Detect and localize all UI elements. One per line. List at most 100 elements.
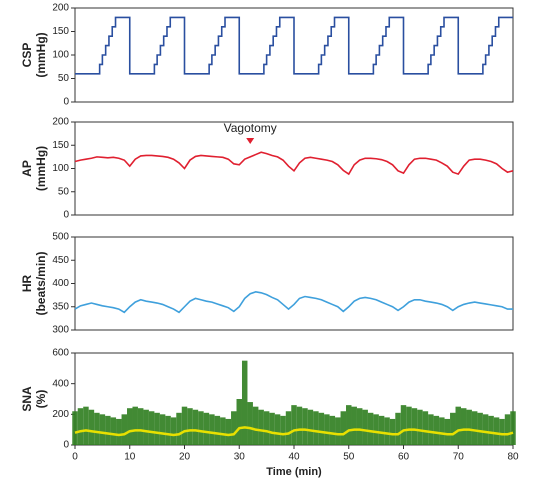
area-bar xyxy=(335,417,341,445)
area-bar xyxy=(329,415,336,445)
x-tick-label: 70 xyxy=(453,452,465,463)
area-bar xyxy=(99,414,106,445)
y-tick-label: 0 xyxy=(63,440,69,451)
area-bar xyxy=(258,409,264,445)
y-tick-label: 150 xyxy=(52,26,69,37)
area-bar xyxy=(493,417,500,445)
area-bar xyxy=(269,412,275,445)
area-bar xyxy=(143,409,149,445)
area-bar xyxy=(137,408,144,445)
y-tick-label: 400 xyxy=(52,378,69,389)
y-tick-label: 400 xyxy=(52,278,69,289)
area-bar xyxy=(504,414,511,445)
area-bar xyxy=(105,415,111,445)
y-tick-label: 100 xyxy=(52,163,69,174)
y-tick-label: 50 xyxy=(58,186,70,197)
area-bar xyxy=(231,411,237,445)
y-axis-label: CSP xyxy=(20,43,34,68)
area-bar xyxy=(406,406,412,445)
area-bar xyxy=(389,418,396,445)
area-bar xyxy=(439,417,445,445)
area-bar xyxy=(411,408,418,445)
area-bar xyxy=(460,408,467,445)
y-axis-label: HR xyxy=(20,275,34,293)
x-tick-label: 80 xyxy=(507,452,519,463)
area-bar xyxy=(241,360,248,445)
y-axis-label: (mmHg) xyxy=(34,146,48,191)
area-bar xyxy=(346,405,352,445)
x-tick-label: 30 xyxy=(234,452,246,463)
area-bar xyxy=(159,414,166,445)
x-tick-label: 60 xyxy=(398,452,410,463)
area-bar xyxy=(400,405,407,445)
area-bar xyxy=(110,417,117,445)
annotation: Vagotomy xyxy=(224,121,277,135)
area-bar xyxy=(72,411,78,445)
y-tick-label: 50 xyxy=(58,73,70,84)
y-tick-label: 200 xyxy=(52,117,69,128)
area-bar xyxy=(198,411,204,445)
x-tick-label: 10 xyxy=(124,452,136,463)
area-bar xyxy=(471,411,478,445)
y-axis-label: AP xyxy=(20,160,34,177)
area-bar xyxy=(499,418,505,445)
area-bar xyxy=(466,409,472,445)
area-bar xyxy=(148,411,155,445)
y-tick-label: 100 xyxy=(52,50,69,61)
area-bar xyxy=(417,409,423,445)
panel-frame xyxy=(74,236,514,331)
y-tick-label: 350 xyxy=(52,301,69,312)
area-bar xyxy=(477,412,483,445)
y-tick-label: 200 xyxy=(52,3,69,14)
area-bar xyxy=(422,411,429,445)
area-bar xyxy=(291,405,297,445)
area-bar xyxy=(450,412,456,445)
area-bar xyxy=(444,418,451,445)
area-bar xyxy=(192,409,199,445)
y-tick-label: 0 xyxy=(63,210,69,221)
y-tick-label: 150 xyxy=(52,140,69,151)
area-bar xyxy=(356,408,363,445)
area-bar xyxy=(127,408,133,445)
y-tick-label: 600 xyxy=(52,348,69,359)
series-line xyxy=(74,291,513,314)
area-bar xyxy=(176,412,182,445)
area-bar xyxy=(209,414,215,445)
area-bar xyxy=(367,412,374,445)
area-bar xyxy=(77,408,84,445)
series-line xyxy=(74,426,514,437)
area-bar xyxy=(313,411,319,445)
panel-frame xyxy=(74,121,514,216)
y-axis-label: (%) xyxy=(34,390,48,409)
area-bar xyxy=(94,412,100,445)
x-tick-label: 0 xyxy=(72,452,78,463)
area-bar xyxy=(170,417,177,445)
area-bar xyxy=(165,415,171,445)
area-bar xyxy=(214,415,221,445)
x-tick-label: 20 xyxy=(179,452,191,463)
area-bar xyxy=(181,406,188,445)
y-tick-label: 450 xyxy=(52,255,69,266)
area-bar xyxy=(132,406,138,445)
y-axis-label: (beats/min) xyxy=(34,251,48,315)
area-bar xyxy=(83,406,89,445)
area-bar xyxy=(318,412,325,445)
area-bar xyxy=(302,408,308,445)
area-bar xyxy=(203,412,210,445)
area-bar xyxy=(373,414,379,445)
area-bar xyxy=(455,406,461,445)
area-bar xyxy=(263,411,270,445)
y-tick-label: 500 xyxy=(52,232,69,243)
series-line xyxy=(74,151,514,176)
area-bar xyxy=(154,412,160,445)
y-tick-label: 300 xyxy=(52,325,69,336)
area-bar xyxy=(220,417,226,445)
area-bar xyxy=(340,411,347,445)
area-bar xyxy=(428,414,434,445)
series-line xyxy=(75,16,513,75)
y-tick-label: 200 xyxy=(52,409,69,420)
area-bar xyxy=(510,411,516,445)
area-bar xyxy=(395,412,401,445)
area-bar xyxy=(236,399,242,445)
